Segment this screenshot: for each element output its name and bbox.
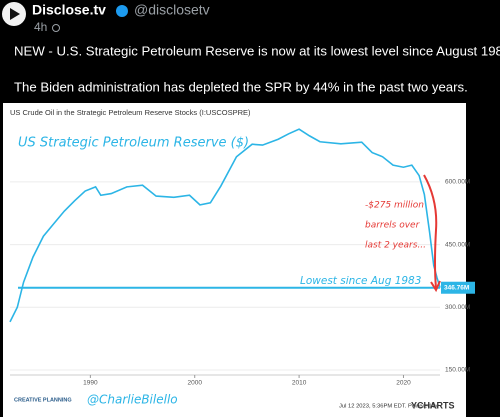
globe-icon	[52, 24, 60, 32]
annotation: last 2 years...	[365, 241, 426, 251]
footer-timestamp: Jul 12 2023, 5:36PM EDT. Powered by	[339, 404, 439, 410]
red-arrow-head	[430, 280, 441, 293]
value-label: 346.76M	[444, 284, 469, 291]
data-line	[9, 128, 441, 323]
footer-brand: CREATIVE PLANNING	[14, 397, 72, 403]
y-tick-label: 600.00M	[445, 179, 470, 186]
author-handle[interactable]: @disclosetv	[134, 2, 210, 18]
tweet-text: The Biden administration has depleted th…	[14, 79, 468, 94]
x-tick-label: 1990	[83, 380, 98, 387]
value-label-box	[441, 281, 475, 294]
footer-logo: YCHARTS	[411, 400, 455, 410]
x-tick-label: 2000	[187, 380, 202, 387]
chart-image	[3, 103, 466, 417]
author-name[interactable]: Disclose.tv	[32, 2, 106, 18]
red-arrow	[423, 174, 438, 289]
plot: 150.00M 300.00M 450.00M 600.00M 1990 2000 2010…	[9, 128, 475, 387]
avatar-icon	[10, 8, 20, 20]
tweet-text: NEW - U.S. Strategic Petroleum Reserve i…	[14, 43, 500, 58]
annotation: barrels over	[365, 221, 421, 231]
y-tick-label: 150.00M	[445, 367, 470, 374]
chart-title: US Crude Oil in the Strategic Petroleum …	[10, 108, 251, 117]
y-tick-label: 300.00M	[445, 304, 470, 311]
annotation: -$275 million	[365, 201, 424, 211]
time: 4h	[34, 20, 47, 34]
x-tick-label: 2010	[292, 380, 307, 387]
legend-label: US Strategic Petroleum Reserve ($)	[18, 136, 249, 151]
footer-handle: @CharlieBilello	[87, 393, 178, 407]
x-tick-label: 2020	[396, 380, 411, 387]
y-tick-label: 450.00M	[445, 241, 470, 248]
verified-badge	[116, 5, 128, 17]
annotation: Lowest since Aug 1983	[300, 275, 421, 287]
